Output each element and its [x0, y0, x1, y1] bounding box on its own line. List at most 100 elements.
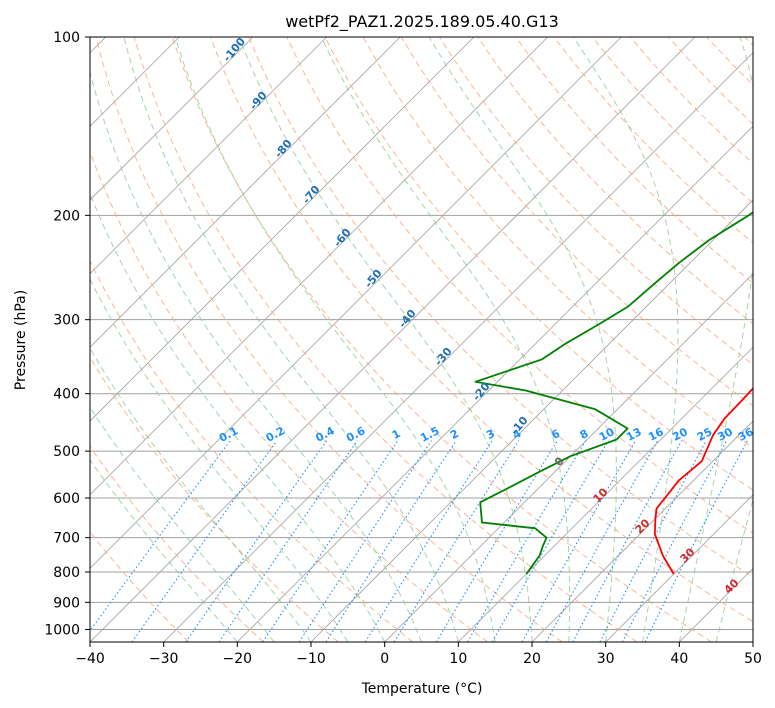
mixing-ratio-label: 20 — [670, 425, 690, 444]
chart-title: wetPf2_PAZ1.2025.189.05.40.G13 — [285, 12, 559, 32]
mixing-ratio-line — [393, 440, 520, 642]
isotherm-line — [90, 37, 622, 569]
dry-adiabat-line — [90, 259, 414, 642]
mixing-ratio-label: 0.2 — [264, 424, 287, 445]
moist-adiabat-line — [123, 37, 459, 642]
dry-adiabat-line — [95, 37, 563, 642]
mixing-ratio-line — [364, 440, 493, 642]
moist-adiabat-line — [90, 347, 312, 642]
moist-adiabat-label: 10 — [591, 485, 611, 505]
dry-adiabat-label: -80 — [272, 137, 295, 161]
moist-adiabat-label: 20 — [633, 516, 653, 536]
y-tick-label: 1000 — [44, 622, 80, 638]
dry-adiabat-label: -20 — [470, 380, 493, 404]
y-tick-label: 100 — [53, 30, 80, 46]
dry-adiabat-label: -40 — [396, 307, 419, 331]
moist-adiabat-line — [174, 37, 496, 642]
mixing-ratio-label: 3 — [484, 427, 497, 442]
dry-adiabat-label: -60 — [331, 226, 354, 250]
dry-adiabat-line — [286, 37, 753, 534]
isotherm-line — [90, 37, 254, 201]
x-tick-label: −10 — [296, 651, 326, 667]
y-ticks: 100 200 300 400 500 600 700 800 900 1000 — [44, 30, 90, 638]
dry-adiabat-label: 0 — [552, 454, 567, 468]
mixing-ratio-label: 2 — [448, 427, 461, 442]
mixing-ratio-line — [467, 440, 587, 642]
isotherm-line — [90, 37, 696, 642]
mixing-ratio-line — [325, 440, 457, 642]
dry-adiabat-line — [248, 37, 753, 578]
mixing-ratio-label: 25 — [695, 425, 715, 444]
moist-adiabat-line — [678, 37, 753, 642]
x-tick-label: −40 — [75, 651, 105, 667]
line-labels: 0.1 0.2 0.4 0.6 1 1.5 2 3 4 6 8 10 13 16 20 25 30 36-100-… — [217, 35, 756, 597]
dry-adiabat-label: -50 — [362, 267, 385, 291]
moist-adiabat-line — [90, 459, 238, 642]
y-tick-label: 800 — [53, 565, 80, 581]
dry-adiabat-line — [210, 37, 753, 623]
moist-adiabat-label: 30 — [678, 545, 698, 565]
dry-adiabat-line — [553, 37, 753, 244]
mixing-ratio-line — [644, 440, 748, 642]
x-axis-label: Temperature (°C) — [361, 681, 483, 697]
y-tick-label: 200 — [53, 208, 80, 224]
mixing-ratio-line — [491, 440, 609, 642]
mixing-ratio-label: 13 — [624, 425, 644, 444]
temperature-line — [653, 387, 753, 575]
isotherm-line — [90, 37, 327, 275]
x-tick-label: 30 — [597, 651, 615, 667]
moist-adiabat-line — [715, 497, 753, 642]
isotherm-line — [310, 199, 753, 642]
mixing-ratio-label: 8 — [578, 427, 591, 442]
mixing-ratio-label: 16 — [646, 425, 666, 444]
y-tick-label: 900 — [53, 595, 80, 611]
mixing-ratio-line — [521, 440, 637, 642]
dry-adiabat-line — [324, 37, 753, 491]
x-tick-label: 40 — [670, 651, 688, 667]
isotherm-line — [531, 420, 753, 642]
mixing-ratio-line — [131, 440, 278, 642]
dry-adiabat-line — [171, 37, 712, 642]
mixing-ratio-label: 0.1 — [217, 424, 240, 445]
mixing-ratio-line — [545, 440, 659, 642]
mixing-ratio-line — [185, 440, 328, 642]
y-tick-label: 400 — [53, 387, 80, 403]
moist-adiabat-line — [238, 37, 533, 642]
mixing-ratio-label: 10 — [597, 425, 617, 444]
x-tick-label: 0 — [380, 651, 389, 667]
mixing-ratio-line — [218, 440, 358, 642]
isotherm-line — [237, 125, 753, 642]
moist-adiabat-line — [572, 37, 679, 642]
x-tick-label: −30 — [149, 651, 179, 667]
moist-adiabat-line — [90, 70, 422, 642]
isotherm-line — [458, 346, 753, 642]
dewpoint-line — [474, 211, 753, 575]
mixing-ratio-label: 30 — [715, 425, 735, 444]
isotherm-line — [163, 52, 753, 642]
mixing-ratio-label: 36 — [736, 425, 756, 444]
mixing-ratio-line — [621, 440, 728, 642]
mixing-ratio-line — [572, 440, 683, 642]
x-tick-label: −20 — [223, 651, 253, 667]
x-ticks: −40 −30 −20 −10 0 10 20 30 40 50 — [75, 642, 762, 667]
dry-adiabat-label: -70 — [300, 183, 323, 207]
mixing-ratio-line — [90, 440, 231, 632]
mixing-ratio-label: 1 — [390, 427, 403, 442]
x-tick-label: 10 — [449, 651, 467, 667]
y-tick-label: 300 — [53, 313, 80, 329]
moist-adiabat-line — [90, 192, 386, 642]
x-tick-label: 20 — [523, 651, 541, 667]
dry-adiabat-line — [90, 445, 264, 642]
isotherm-line — [605, 494, 753, 642]
moist-adiabat-line — [428, 37, 617, 642]
dry-adiabat-line — [706, 37, 753, 86]
moist-adiabat-line — [90, 278, 349, 642]
isotherm-line — [384, 273, 753, 642]
mixing-ratio-line — [262, 440, 399, 642]
moist-adiabat-line — [90, 406, 275, 642]
y-axis-label: Pressure (hPa) — [13, 290, 29, 390]
plot-frame — [89, 36, 754, 643]
isotherm-line — [752, 641, 753, 642]
mixing-ratio-label: 6 — [549, 427, 562, 442]
data-lines — [474, 211, 753, 575]
